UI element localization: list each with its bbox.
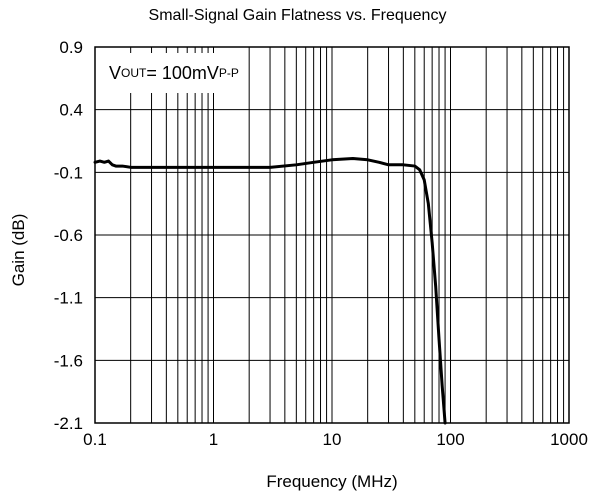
- series-layer: [93, 157, 447, 425]
- y-tick-label: -1.6: [54, 351, 83, 370]
- x-tick-label: 0.1: [83, 430, 107, 449]
- x-tick-label: 100: [436, 430, 464, 449]
- plot-frame: [94, 46, 570, 424]
- y-tick-label: 0.9: [59, 38, 83, 57]
- y-axis-label: Gain (dB): [9, 213, 28, 287]
- annotation-prefix: V: [109, 62, 122, 83]
- y-axis-label-wrap: Gain (dB): [4, 214, 34, 287]
- grid-lines: [95, 47, 569, 423]
- x-tick-label: 10: [323, 430, 342, 449]
- annotation-prefix-subscript: OUT: [121, 66, 147, 80]
- x-axis-label: Frequency (MHz): [266, 472, 398, 491]
- x-tick-label: 1000: [550, 430, 588, 449]
- x-tick-label: 1: [209, 430, 218, 449]
- annotation-label: V OUT = 100mV P-P: [101, 53, 248, 93]
- y-tick-label: 0.4: [59, 101, 83, 120]
- series-line: [93, 157, 447, 425]
- y-tick-label: -1.1: [54, 289, 83, 308]
- annotation-suffix-subscript: P-P: [218, 66, 239, 80]
- chart-title: Small-Signal Gain Flatness vs. Frequency: [148, 7, 447, 24]
- y-tick-label: -0.6: [54, 226, 83, 245]
- y-tick-label: -0.1: [54, 163, 83, 182]
- y-tick-label: -2.1: [54, 414, 83, 433]
- annotation-value: = 100mV: [146, 62, 219, 83]
- axis-layer: 0.1 1 10 100 1000 0.9 0.4 -0.1 -0.6 -1.1 -1.6 -2.1: [54, 38, 588, 449]
